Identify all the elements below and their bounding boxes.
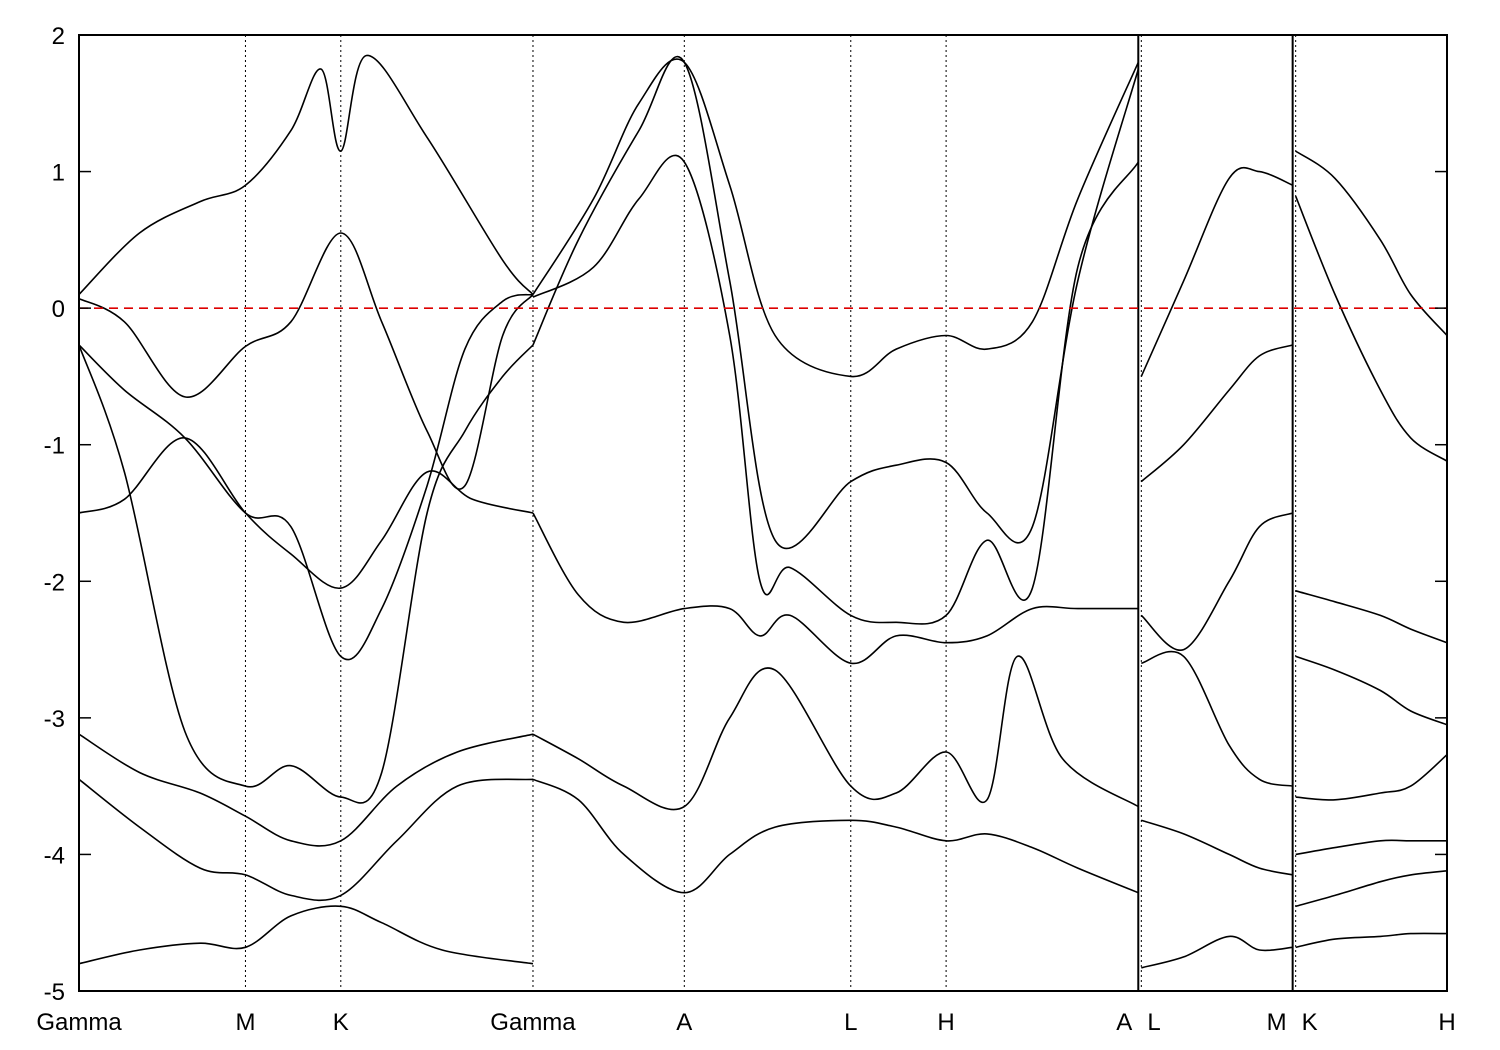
band-line-25 bbox=[1295, 839, 1447, 856]
y-tick-label: 0 bbox=[52, 296, 65, 323]
x-tick-label-k: K bbox=[1302, 1009, 1318, 1036]
band-line-1 bbox=[79, 232, 534, 490]
x-tick-label-gamma: Gamma bbox=[36, 1009, 122, 1036]
band-line-7 bbox=[79, 905, 534, 965]
band-line-24 bbox=[1295, 754, 1447, 801]
y-tick-label: 1 bbox=[52, 160, 65, 187]
band-line-15 bbox=[1140, 344, 1293, 483]
band-line-26 bbox=[1295, 870, 1447, 908]
x-tick-label-m: M bbox=[235, 1009, 255, 1036]
band-line-9 bbox=[532, 55, 1140, 550]
band-line-21 bbox=[1294, 195, 1447, 462]
x-tick-label-l: L bbox=[1147, 1009, 1160, 1036]
plot-frame bbox=[78, 34, 1448, 992]
y-tick-label: -5 bbox=[44, 979, 65, 1006]
band-line-10 bbox=[532, 154, 1139, 625]
x-tick-label-h: H bbox=[937, 1009, 954, 1036]
y-axis: -5 -4 -3 -2 -1 0 1 2 bbox=[44, 23, 1447, 1006]
x-tick-label-k: K bbox=[333, 1009, 349, 1036]
bands-layer bbox=[79, 54, 1447, 969]
band-line-19 bbox=[1141, 935, 1293, 969]
band-line-0 bbox=[79, 54, 534, 296]
x-tick-label-a: A bbox=[676, 1009, 692, 1036]
band-line-3 bbox=[79, 344, 534, 804]
high-symmetry-lines bbox=[244, 35, 1297, 991]
y-tick-label: -4 bbox=[44, 842, 65, 869]
x-axis: Gamma M K Gamma A L H A L M K H bbox=[36, 1009, 1455, 1036]
band-line-22 bbox=[1295, 590, 1447, 644]
y-tick-label: 2 bbox=[52, 23, 65, 50]
band-line-16 bbox=[1140, 512, 1293, 651]
band-line-11 bbox=[532, 512, 1139, 665]
band-line-6 bbox=[79, 778, 534, 902]
x-tick-label-a: A bbox=[1116, 1009, 1132, 1036]
x-tick-label-gamma: Gamma bbox=[490, 1009, 576, 1036]
y-tick-label: -3 bbox=[44, 706, 65, 733]
x-tick-label-h: H bbox=[1438, 1009, 1455, 1036]
band-line-18 bbox=[1141, 819, 1293, 876]
band-line-27 bbox=[1295, 932, 1447, 949]
band-line-4 bbox=[79, 437, 534, 589]
band-line-5 bbox=[79, 733, 534, 847]
y-tick-label: -1 bbox=[44, 433, 65, 460]
band-line-12 bbox=[532, 655, 1139, 811]
x-tick-label-m: M bbox=[1267, 1009, 1287, 1036]
band-line-17 bbox=[1141, 650, 1293, 787]
x-tick-label-l: L bbox=[844, 1009, 857, 1036]
y-tick-label: -2 bbox=[44, 569, 65, 596]
band-line-8 bbox=[532, 58, 1140, 378]
band-line-13 bbox=[532, 778, 1139, 894]
band-line-2 bbox=[79, 293, 534, 661]
band-line-14 bbox=[1140, 166, 1293, 377]
band-line-23 bbox=[1295, 655, 1447, 726]
